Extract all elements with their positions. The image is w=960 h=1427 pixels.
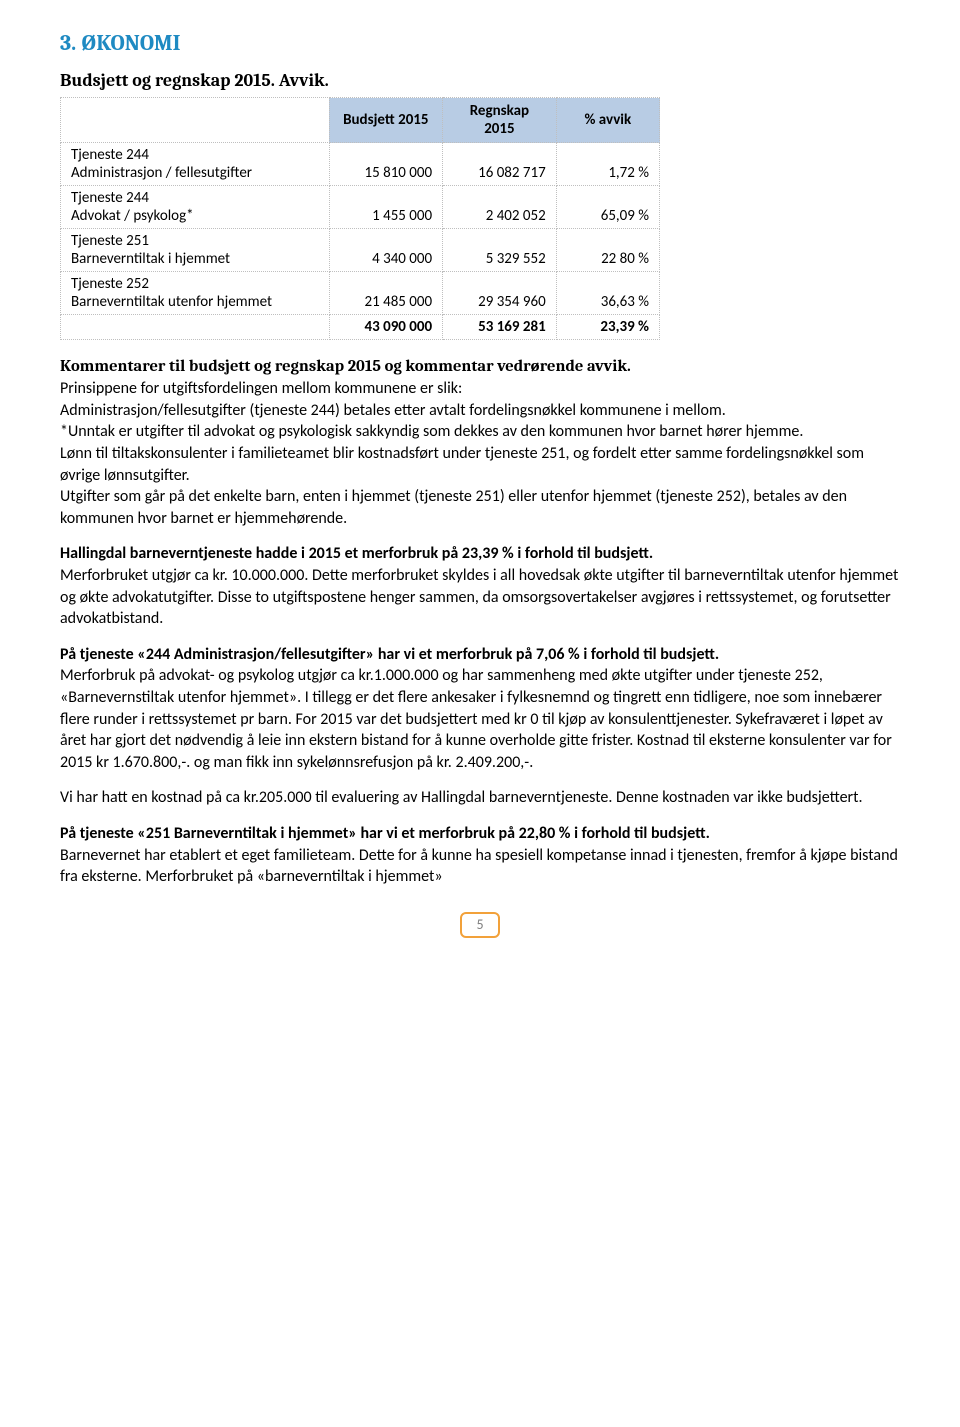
row-pct: 65,09 % <box>556 186 659 229</box>
total-actual: 53 169 281 <box>443 315 557 340</box>
row-label-top: Tjeneste 251 <box>71 232 149 250</box>
paragraph-5: På tjeneste «251 Barneverntiltak i hjemm… <box>60 823 900 888</box>
row-pct: 36,63 % <box>556 272 659 315</box>
total-blank <box>61 315 330 340</box>
page-number: 5 <box>460 912 500 938</box>
row-label-top: Tjeneste 244 <box>71 189 149 207</box>
paragraph-3: På tjeneste «244 Administrasjon/fellesut… <box>60 644 900 774</box>
total-pct: 23,39 % <box>556 315 659 340</box>
row-pct: 1,72 % <box>556 143 659 186</box>
para3-rest: Merforbruk på advokat- og psykolog utgjø… <box>60 666 892 771</box>
section-subheading: Budsjett og regnskap 2015. Avvik. <box>60 70 900 91</box>
row-budget: 4 340 000 <box>329 229 443 272</box>
row-label-top: Tjeneste 244 <box>71 146 149 164</box>
para3-bold: På tjeneste «244 Administrasjon/fellesut… <box>60 645 719 664</box>
row-actual: 2 402 052 <box>443 186 557 229</box>
row-label: Tjeneste 251 Barneverntiltak i hjemmet <box>61 229 330 272</box>
total-budget: 43 090 000 <box>329 315 443 340</box>
paragraph-4: Vi har hatt en kostnad på ca kr.205.000 … <box>60 787 900 809</box>
header-actual: Regnskap 2015 <box>443 98 557 143</box>
paragraph-1: Prinsippene for utgiftsfordelingen mello… <box>60 379 864 528</box>
table-row: Tjeneste 252 Barneverntiltak utenfor hje… <box>61 272 660 315</box>
row-budget: 1 455 000 <box>329 186 443 229</box>
row-budget: 21 485 000 <box>329 272 443 315</box>
row-pct: 22 80 % <box>556 229 659 272</box>
row-label-top: Tjeneste 252 <box>71 275 149 293</box>
header-pct: % avvik <box>556 98 659 143</box>
row-actual: 5 329 552 <box>443 229 557 272</box>
row-label: Tjeneste 244 Administrasjon / fellesutgi… <box>61 143 330 186</box>
table-header-row: Budsjett 2015 Regnskap 2015 % avvik <box>61 98 660 143</box>
budget-table: Budsjett 2015 Regnskap 2015 % avvik Tjen… <box>60 97 660 340</box>
row-label: Tjeneste 252 Barneverntiltak utenfor hje… <box>61 272 330 315</box>
paragraph-2: Hallingdal barneverntjeneste hadde i 201… <box>60 543 900 629</box>
row-label-bot: Advokat / psykolog* <box>71 207 194 225</box>
para5-bold: På tjeneste «251 Barneverntiltak i hjemm… <box>60 824 710 843</box>
table-row: Tjeneste 244 Advokat / psykolog* 1 455 0… <box>61 186 660 229</box>
table-row: Tjeneste 244 Administrasjon / fellesutgi… <box>61 143 660 186</box>
comments-block: Kommentarer til budsjett og regnskap 201… <box>60 356 900 529</box>
row-label-bot: Barneverntiltak utenfor hjemmet <box>71 293 272 311</box>
para5-rest: Barnevernet har etablert et eget familie… <box>60 846 898 887</box>
header-budget: Budsjett 2015 <box>329 98 443 143</box>
row-label-bot: Barneverntiltak i hjemmet <box>71 250 230 268</box>
table-total-row: 43 090 000 53 169 281 23,39 % <box>61 315 660 340</box>
row-actual: 16 082 717 <box>443 143 557 186</box>
row-budget: 15 810 000 <box>329 143 443 186</box>
row-actual: 29 354 960 <box>443 272 557 315</box>
table-row: Tjeneste 251 Barneverntiltak i hjemmet 4… <box>61 229 660 272</box>
para2-bold: Hallingdal barneverntjeneste hadde i 201… <box>60 544 653 563</box>
para2-rest: Merforbruket utgjør ca kr. 10.000.000. D… <box>60 566 898 628</box>
header-blank <box>61 98 330 143</box>
comments-title: Kommentarer til budsjett og regnskap 201… <box>60 357 631 376</box>
row-label: Tjeneste 244 Advokat / psykolog* <box>61 186 330 229</box>
row-label-bot: Administrasjon / fellesutgifter <box>71 164 252 182</box>
section-heading: 3. ØKONOMI <box>60 30 900 56</box>
